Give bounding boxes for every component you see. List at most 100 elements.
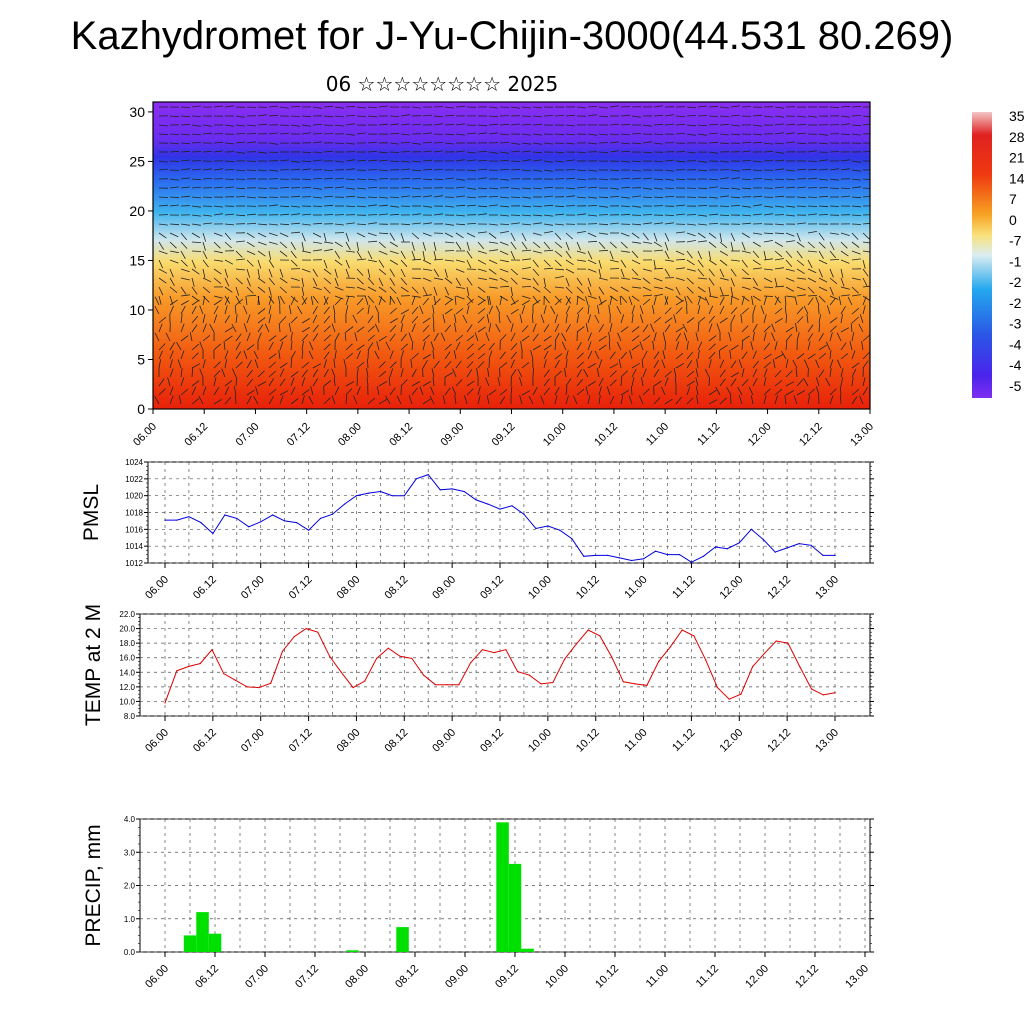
wind-barb (554, 213, 565, 216)
wind-barb (620, 160, 630, 163)
wind-barb (818, 332, 824, 342)
wind-barb (829, 395, 834, 405)
x-tick-label: 11.00 (622, 574, 649, 601)
wind-barb (334, 177, 345, 180)
wind-barb (763, 258, 773, 261)
wind-barb (477, 395, 481, 405)
wind-barb (180, 350, 185, 360)
wind-barb (297, 306, 303, 315)
wind-barb (356, 106, 366, 109)
wind-barb (422, 241, 426, 251)
precip-bar (496, 822, 509, 952)
wind-barb (400, 151, 411, 153)
x-tick-label: 11.00 (644, 963, 671, 990)
wind-barb (246, 124, 256, 127)
wind-barb (378, 105, 388, 108)
data-point (658, 660, 660, 663)
wind-barb (213, 186, 224, 189)
wind-barb (697, 295, 707, 301)
data-point (634, 683, 636, 685)
wind-barb (310, 296, 314, 306)
wind-barb (213, 259, 223, 262)
wind-barb (245, 296, 248, 306)
x-tick-label: 06.00 (143, 727, 171, 755)
wind-barb (664, 114, 674, 117)
wind-barb (697, 105, 707, 108)
wind-barb (411, 323, 416, 333)
wind-barb (312, 268, 318, 277)
wind-barb (422, 268, 432, 271)
wind-barb (752, 141, 763, 144)
wind-barb (389, 286, 397, 294)
wind-barb (224, 142, 235, 145)
wind-barb (774, 370, 782, 378)
wind-barb (818, 241, 826, 249)
wind-barb (367, 325, 375, 333)
data-point (434, 684, 436, 686)
wind-barb (840, 250, 849, 257)
wind-barb (312, 141, 322, 144)
wind-barb (829, 297, 837, 306)
profile-y-tick-label: 25 (129, 153, 145, 169)
wind-barb (323, 334, 331, 342)
wind-barb (290, 398, 299, 405)
wind-barb (752, 160, 762, 163)
wind-barb (246, 277, 251, 287)
wind-barb (246, 259, 254, 267)
wind-barb (180, 223, 190, 226)
wind-barb (719, 369, 726, 378)
wind-barb (180, 177, 190, 180)
wind-barb (345, 326, 354, 333)
wind-barb (213, 241, 221, 249)
wind-barb (793, 395, 798, 405)
wind-barb (719, 115, 730, 118)
profile-y-tick-label: 20 (129, 203, 145, 219)
wind-barb (301, 318, 310, 324)
wind-barb (444, 142, 454, 145)
wind-barb (389, 268, 396, 277)
wind-barb (763, 295, 774, 297)
wind-barb (257, 381, 267, 387)
panel-frame (139, 613, 871, 717)
wind-barb (180, 277, 190, 281)
wind-barb (411, 169, 422, 172)
wind-barb (730, 232, 736, 242)
wind-barb (224, 286, 233, 293)
wind-barb (532, 345, 542, 351)
x-tick-label: 11.00 (622, 727, 649, 754)
data-point (270, 682, 272, 684)
wind-barb (851, 214, 862, 216)
wind-barb (422, 178, 433, 181)
wind-barb (686, 351, 694, 360)
wind-barb (826, 305, 831, 315)
wind-barb (741, 205, 751, 208)
data-point (705, 659, 707, 661)
wind-barb (741, 335, 750, 342)
wind-barb (540, 314, 545, 324)
wind-barb (708, 323, 713, 333)
wind-barb (752, 277, 759, 286)
wind-barb (631, 259, 641, 265)
wind-barb (455, 360, 462, 369)
data-point (164, 519, 166, 521)
y-axis-label: PRECIP, mm (82, 824, 105, 946)
wind-barb (697, 350, 700, 360)
wind-barb (432, 377, 435, 387)
wind-barb (191, 250, 202, 252)
wind-barb (609, 295, 618, 302)
wind-barb (741, 232, 750, 238)
wind-barb (620, 186, 631, 189)
wind-barb (785, 240, 795, 243)
wind-barb (444, 277, 453, 284)
wind-barb (653, 249, 664, 252)
wind-barb (840, 294, 850, 297)
wind-barb (785, 277, 795, 282)
x-tick-label: 08.00 (335, 727, 363, 755)
wind-barb (594, 314, 600, 324)
wind-barb (664, 187, 675, 189)
data-point (681, 629, 683, 631)
wind-barb (290, 341, 293, 351)
wind-barb (345, 295, 355, 298)
wind-barb (719, 142, 730, 145)
wind-barb (840, 232, 850, 236)
